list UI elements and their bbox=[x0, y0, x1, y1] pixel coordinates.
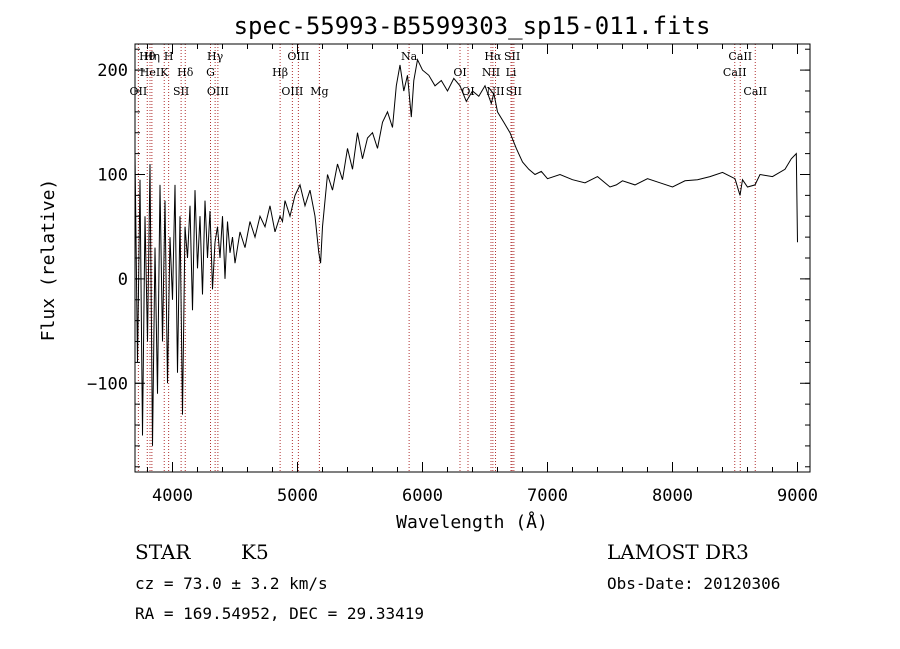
x-tick-label: 5000 bbox=[277, 486, 318, 506]
spectrum-line bbox=[134, 58, 798, 446]
object-class: STAR bbox=[135, 540, 191, 564]
spectral-line-label: Na bbox=[401, 50, 418, 63]
spectral-line-label: NII bbox=[486, 85, 504, 98]
y-tick-label: −100 bbox=[87, 374, 128, 394]
spectral-line-label: H bbox=[164, 50, 174, 63]
spectral-line-label: SII bbox=[506, 85, 522, 98]
x-tick-label: 8000 bbox=[652, 486, 693, 506]
spectral-line-label: Hγ bbox=[207, 50, 224, 63]
spectrum-chart: spec-55993-B5599303_sp15-011.fits Hθ HeI O… bbox=[38, 12, 818, 533]
spectral-line-label: SII bbox=[173, 85, 189, 98]
spectral-line-label: OI bbox=[453, 66, 466, 79]
spectral-line-label: OIII bbox=[287, 50, 309, 63]
spectral-line-label: SII bbox=[504, 50, 520, 63]
spectral-line-label: Hδ bbox=[177, 66, 194, 79]
coordinates: RA = 169.54952, DEC = 29.33419 bbox=[135, 604, 424, 623]
spectral-line-label: Hβ bbox=[272, 66, 288, 79]
spectral-line-labels: Hθ HeI OII HηK SII HHδ OIII Hγ G OIII OIII Hβ Mg Na OI… bbox=[130, 50, 768, 98]
spectral-line-label: Hη bbox=[144, 50, 160, 63]
spectral-line-label: Mg bbox=[310, 85, 328, 98]
spectral-line-label: CaII bbox=[723, 66, 747, 79]
spectral-line-label: OIII bbox=[207, 85, 229, 98]
spectral-line-label: Hα bbox=[484, 50, 502, 63]
x-tick-label: 7000 bbox=[527, 486, 568, 506]
spectral-line-label: G bbox=[206, 66, 215, 79]
spectral-line-label: OII bbox=[130, 85, 148, 98]
y-axis-label: Flux (relative) bbox=[38, 179, 59, 342]
spectral-line-label: OI bbox=[461, 85, 474, 98]
axis-ticks bbox=[135, 44, 810, 472]
redshift-velocity: cz = 73.0 ± 3.2 km/s bbox=[135, 574, 328, 593]
spectral-line-label: CaII bbox=[743, 85, 767, 98]
spectral-line-label: K bbox=[160, 66, 169, 79]
spectral-line-label: OIII bbox=[281, 85, 303, 98]
observation-date: Obs-Date: 20120306 bbox=[607, 574, 781, 593]
x-tick-label: 4000 bbox=[152, 486, 193, 506]
x-tick-label: 6000 bbox=[402, 486, 443, 506]
y-tick-label: 100 bbox=[97, 165, 128, 185]
axis-tick-labels: 4000 5000 6000 7000 8000 9000 −100 0 100 200 bbox=[87, 61, 818, 506]
y-tick-label: 0 bbox=[118, 270, 128, 290]
spectral-line-label: HeI bbox=[140, 66, 160, 79]
survey-name: LAMOST DR3 bbox=[607, 540, 749, 564]
spectral-line-label: Hθ bbox=[139, 50, 156, 63]
x-tick-label: 9000 bbox=[777, 486, 818, 506]
spectral-line-markers bbox=[137, 44, 756, 472]
object-subclass: K5 bbox=[241, 540, 269, 564]
spectral-line-label: CaII bbox=[728, 50, 752, 63]
chart-title: spec-55993-B5599303_sp15-011.fits bbox=[234, 12, 711, 40]
spectral-line-label: Li bbox=[506, 66, 517, 79]
spectral-line-label: NII bbox=[482, 66, 500, 79]
x-axis-label: Wavelength (Å) bbox=[396, 511, 548, 533]
y-tick-label: 200 bbox=[97, 61, 128, 81]
